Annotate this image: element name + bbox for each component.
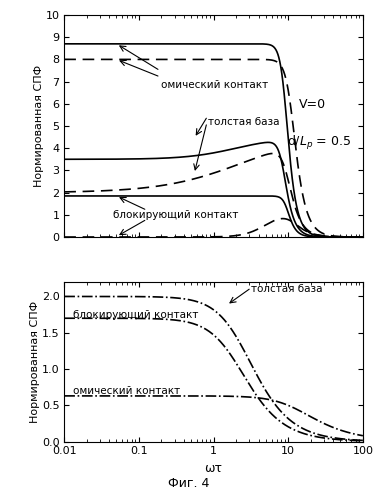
Text: Фиг. 4: Фиг. 4 (168, 477, 210, 490)
X-axis label: ωτ: ωτ (204, 462, 223, 475)
Y-axis label: Нормированная СПФ: Нормированная СПФ (34, 65, 44, 187)
Text: омический контакт: омический контакт (73, 386, 180, 396)
Text: блокирующий контакт: блокирующий контакт (73, 310, 198, 320)
Text: блокирующий контакт: блокирующий контакт (113, 211, 239, 221)
Text: толстая база: толстая база (208, 117, 279, 127)
Text: V=0: V=0 (299, 98, 326, 111)
Text: омический контакт: омический контакт (161, 80, 268, 90)
Text: d/$\it{L}_p$ = 0.5: d/$\it{L}_p$ = 0.5 (287, 134, 351, 152)
Text: толстая база: толстая база (251, 284, 323, 294)
Y-axis label: Нормированная СПФ: Нормированная СПФ (30, 301, 40, 423)
